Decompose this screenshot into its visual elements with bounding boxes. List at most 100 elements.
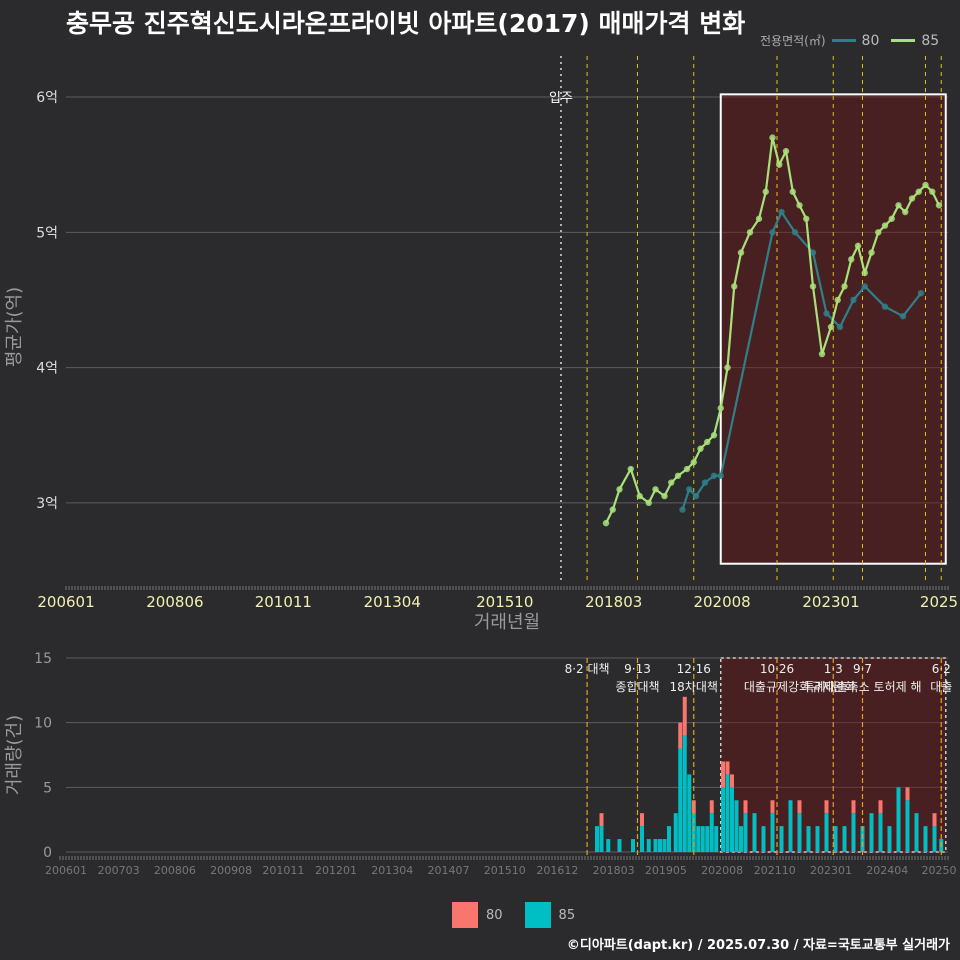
policy-label-name: 대출규제강화: [744, 680, 810, 694]
bar-85: [599, 826, 604, 852]
policy-label-date: 9·13: [624, 662, 651, 676]
series-point-85: [809, 283, 817, 290]
series-point-85: [724, 364, 731, 371]
movein-label: 입주: [549, 91, 573, 106]
bottom-x-tick-label: 202008: [701, 864, 743, 877]
series-point-80: [701, 479, 709, 486]
bar-80: [824, 800, 829, 814]
policy-label-date: 1·3: [824, 662, 843, 676]
bottom-x-tick-label: 20250: [922, 864, 957, 877]
bar-85: [705, 826, 710, 852]
series-point-85: [861, 269, 868, 277]
legend-title: 전용면적(㎡): [760, 34, 826, 48]
legend-bottom: 80 85: [452, 902, 575, 928]
bar-80: [599, 813, 604, 827]
series-point-80: [823, 310, 830, 317]
series-point-85: [746, 229, 754, 236]
bottom-x-tick-label: 201612: [536, 864, 578, 877]
series-point-80: [836, 323, 844, 331]
series-point-85: [875, 229, 882, 236]
top-y-tick-label: 5억: [36, 225, 58, 241]
bottom-x-tick-label: 201201: [315, 864, 357, 877]
series-point-85: [755, 215, 763, 222]
policy-label-name: 18차대책: [670, 679, 718, 694]
legend-top: 전용면적(㎡) 80 85: [760, 32, 945, 49]
bar-80: [743, 800, 748, 814]
policy-label-name: 규제완화: [811, 680, 855, 694]
bottom-x-tick-label: 201905: [645, 864, 687, 877]
series-point-85: [922, 181, 929, 189]
series-point-85: [902, 208, 909, 216]
series-point-80: [778, 208, 785, 216]
series-point-85: [762, 188, 769, 195]
top-x-tick-label: 200806: [146, 593, 203, 611]
series-point-85: [803, 215, 810, 222]
bar-85: [824, 813, 829, 852]
series-point-85: [661, 492, 668, 500]
series-point-85: [616, 486, 623, 493]
bar-80: [878, 800, 883, 814]
series-point-85: [888, 215, 895, 222]
bar-80: [640, 813, 644, 827]
bar-80: [851, 800, 856, 814]
series-point-85: [731, 283, 738, 290]
series-point-80: [710, 472, 718, 479]
top-x-tick-label: 201510: [476, 593, 533, 611]
policy-label-name: 특례대출축소 토허제 해: [803, 680, 921, 694]
policy-label-date: 8·2 대책: [565, 661, 610, 676]
series-point-85: [704, 438, 711, 446]
bottom-y-tick-label: 10: [34, 716, 52, 732]
policy-label-name: 대출: [930, 680, 952, 694]
series-point-85: [690, 459, 697, 466]
series-point-85: [908, 195, 916, 202]
bottom-y-tick-label: 5: [43, 780, 52, 796]
bar-85: [725, 774, 730, 852]
bar-85: [914, 813, 919, 852]
bottom-x-tick-label: 202404: [866, 864, 908, 877]
legend-label-80: 80: [861, 32, 880, 49]
bottom-x-tick-label: 201803: [593, 864, 635, 877]
series-point-85: [834, 296, 841, 304]
series-point-80: [809, 249, 817, 256]
bar-80: [678, 722, 683, 749]
series-point-85: [935, 202, 943, 209]
bar-80: [725, 761, 730, 775]
bar-85: [896, 787, 901, 852]
bar-85: [815, 826, 820, 852]
bar-85: [631, 839, 635, 852]
chart-title: 충무공 진주혁신도시라온프라이빗 아파트(2017) 매매가격 변화: [66, 9, 746, 38]
legend-swatch-85: [891, 39, 916, 42]
bar-85: [687, 774, 692, 852]
bar-80: [721, 761, 725, 788]
series-point-85: [796, 202, 803, 209]
bar-85: [770, 813, 775, 852]
series-point-80: [917, 289, 925, 297]
series-point-80: [899, 312, 907, 320]
bar-85: [752, 813, 757, 852]
bar-80: [730, 774, 734, 788]
series-point-85: [683, 465, 691, 473]
bar-85: [682, 735, 687, 852]
bottom-x-tick-label: 201407: [428, 864, 470, 877]
bar-85: [696, 826, 701, 852]
bottom-y-axis-title: 거래량(건): [4, 715, 25, 795]
top-y-tick-label: 3억: [36, 496, 58, 512]
top-x-tick-label: 201304: [364, 593, 421, 611]
series-point-80: [769, 229, 776, 236]
series-point-85: [697, 445, 704, 452]
legend-bottom-label-80: 80: [486, 907, 503, 923]
bottom-y-tick-label: 15: [34, 651, 52, 667]
series-point-80: [850, 296, 857, 304]
bar-85: [721, 787, 725, 852]
bottom-x-tick-label: 200601: [45, 864, 87, 877]
series-point-85: [737, 249, 745, 256]
bar-85: [691, 813, 696, 852]
bottom-x-tick-label: 201510: [484, 864, 526, 877]
series-point-85: [652, 486, 659, 493]
top-y-tick-label: 6억: [36, 90, 58, 106]
bar-85: [788, 800, 793, 852]
bar-80: [905, 787, 910, 801]
bar-85: [797, 813, 802, 852]
bottom-x-tick-label: 200908: [210, 864, 252, 877]
